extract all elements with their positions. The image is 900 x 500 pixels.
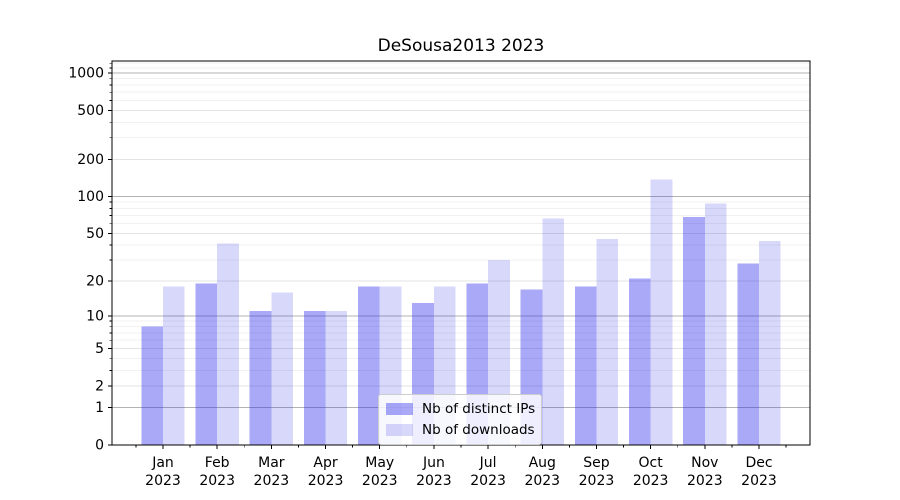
x-tick-label: Dec 2023 bbox=[741, 455, 777, 489]
legend-item-downloads: Nb of downloads bbox=[386, 422, 535, 438]
y-tick-label: 50 bbox=[86, 226, 104, 242]
x-tick-label: Feb 2023 bbox=[199, 455, 235, 489]
bar-downloads-apr bbox=[325, 311, 348, 445]
legend-swatch-downloads bbox=[386, 424, 413, 436]
bar-ips-oct bbox=[628, 278, 651, 445]
y-tick-label: 20 bbox=[86, 274, 104, 290]
legend-label-distinct-ips: Nb of distinct IPs bbox=[422, 401, 536, 417]
y-tick-label: 5 bbox=[95, 341, 104, 357]
x-tick-label: Aug 2023 bbox=[524, 455, 560, 489]
legend-swatch-distinct-ips bbox=[386, 403, 413, 415]
x-tick-label: Jun 2023 bbox=[416, 455, 452, 489]
y-tick-label: 500 bbox=[77, 103, 104, 119]
x-tick-label: Nov 2023 bbox=[687, 455, 723, 489]
bar-downloads-feb bbox=[217, 243, 239, 445]
y-tick-label: 100 bbox=[77, 189, 104, 205]
legend-item-distinct-ips: Nb of distinct IPs bbox=[386, 401, 536, 417]
legend: Nb of distinct IPs Nb of downloads bbox=[378, 394, 542, 445]
x-tick-label: Oct 2023 bbox=[633, 455, 669, 489]
bar-ips-nov bbox=[683, 217, 705, 445]
y-tick-label: 10 bbox=[86, 308, 104, 324]
chart-title: DeSousa2013 2023 bbox=[377, 36, 545, 56]
y-tick-label: 0 bbox=[95, 438, 104, 454]
legend-label-downloads: Nb of downloads bbox=[422, 422, 535, 438]
x-tick-label: Jul 2023 bbox=[470, 455, 506, 489]
bar-ips-sep bbox=[574, 286, 597, 445]
bar-downloads-aug bbox=[542, 218, 564, 445]
x-tick-label: Mar 2023 bbox=[254, 455, 290, 489]
x-tick-label: Jan 2023 bbox=[145, 455, 181, 489]
bar-ips-mar bbox=[249, 311, 272, 445]
x-tick-label: May 2023 bbox=[362, 455, 398, 489]
bar-downloads-sep bbox=[596, 238, 619, 445]
bar-downloads-dec bbox=[759, 241, 781, 445]
bar-downloads-nov bbox=[704, 203, 727, 445]
y-tick-label: 1 bbox=[95, 400, 104, 416]
y-tick-label: 2 bbox=[95, 378, 104, 394]
bar-downloads-mar bbox=[271, 292, 294, 445]
bar-downloads-oct bbox=[650, 179, 673, 445]
y-tick-label: 200 bbox=[77, 152, 104, 168]
bar-ips-jan bbox=[141, 326, 163, 445]
bar-ips-apr bbox=[303, 311, 326, 445]
axes-ticks: 0 1 2 5 10 20 50 100 200 500 1000 Jan 2023 Feb 2023 Mar… bbox=[68, 62, 787, 489]
x-tick-label: Apr 2023 bbox=[308, 455, 344, 489]
bar-ips-feb bbox=[195, 283, 218, 445]
y-tick-label: 1000 bbox=[68, 66, 104, 82]
y-gridlines bbox=[112, 62, 810, 409]
x-tick-label: Sep 2023 bbox=[579, 455, 615, 489]
bar-downloads-jan bbox=[163, 286, 185, 445]
bar-ips-dec bbox=[737, 263, 759, 445]
bar-ips-may bbox=[358, 286, 380, 445]
